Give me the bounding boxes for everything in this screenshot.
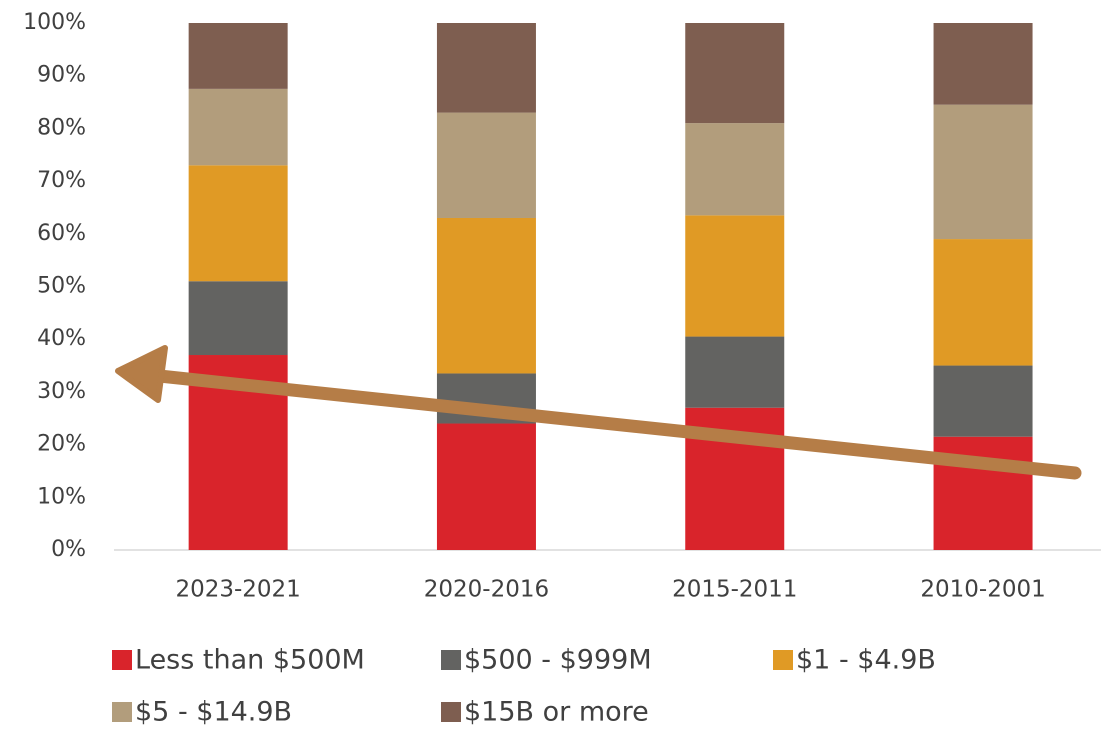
trend-arrow-shaft <box>143 368 1082 480</box>
x-tick-label: 2023-2021 <box>175 577 300 603</box>
legend-swatch <box>441 702 461 722</box>
y-tick-label: 50% <box>37 274 86 299</box>
y-tick-label: 70% <box>37 168 86 193</box>
plot-area: 0% 10% 20% 30% 40% 50% 60% 70% 80% 90% 100% 2023-20… <box>23 10 1101 728</box>
y-tick-label: 100% <box>23 10 86 35</box>
legend-swatch <box>112 650 132 670</box>
legend-label: $15B or more <box>464 697 649 728</box>
bar-segment <box>188 281 288 356</box>
bar-segment <box>685 336 785 408</box>
bar-segment <box>436 112 536 218</box>
legend-swatch <box>441 650 461 670</box>
legend-label: Less than $500M <box>135 645 365 676</box>
legend-label: $500 - $999M <box>464 645 652 676</box>
trend-arrow-head <box>115 345 168 403</box>
bar-segment <box>188 23 288 89</box>
bar-segment <box>933 104 1033 240</box>
bar-segment <box>933 365 1033 437</box>
y-tick-label: 80% <box>37 115 86 140</box>
bar-segment <box>188 165 288 282</box>
bar-segment <box>188 88 288 166</box>
bar-segment <box>436 23 536 113</box>
y-tick-label: 90% <box>37 63 86 88</box>
bar-segment <box>436 423 536 550</box>
legend-swatch <box>773 650 793 670</box>
legend-label: $1 - $4.9B <box>796 645 936 676</box>
bar-segment <box>685 123 785 216</box>
y-tick-label: 10% <box>37 484 86 509</box>
bar-segment <box>685 215 785 337</box>
x-tick-label: 2015-2011 <box>672 577 797 603</box>
y-tick-label: 30% <box>37 379 86 404</box>
bar-segment <box>685 23 785 124</box>
y-tick-label: 0% <box>51 537 86 562</box>
y-tick-label: 60% <box>37 221 86 246</box>
x-tick-label: 2020-2016 <box>424 577 549 603</box>
bar-segment <box>933 239 1033 366</box>
bar-segment <box>436 217 536 374</box>
y-tick-label: 20% <box>37 432 86 457</box>
annotation-layer <box>115 345 1082 480</box>
legend-label: $5 - $14.9B <box>135 697 292 728</box>
bar-segment <box>933 23 1033 105</box>
x-tick-label: 2010-2001 <box>920 577 1045 603</box>
legend-swatch <box>112 702 132 722</box>
y-tick-label: 40% <box>37 326 86 351</box>
